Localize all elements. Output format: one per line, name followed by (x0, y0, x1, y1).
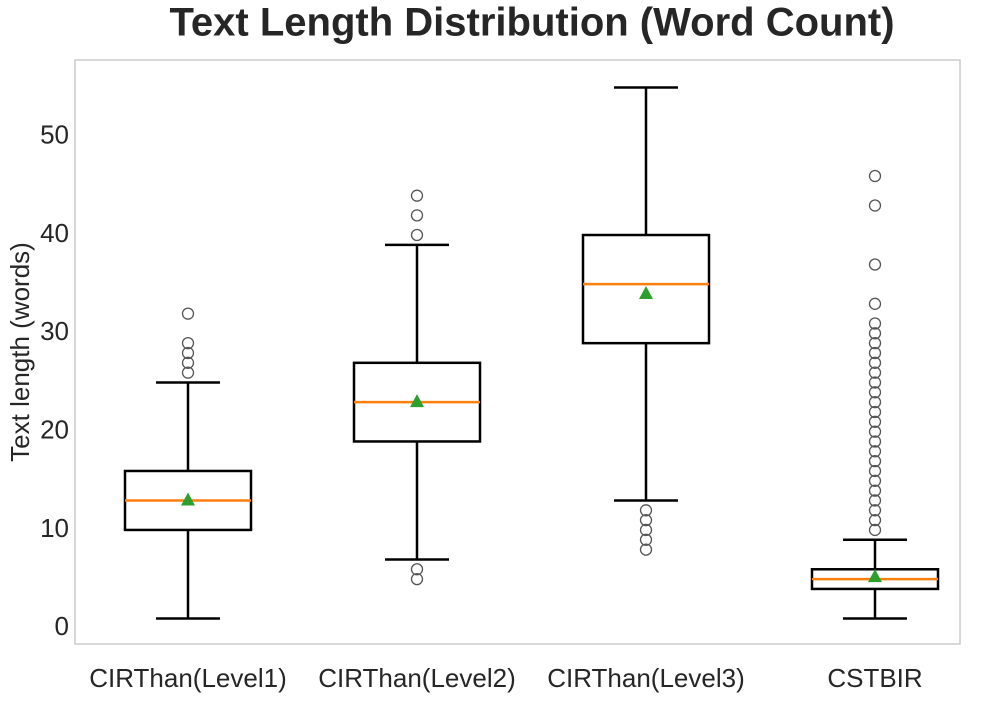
x-tick-label: CIRThan(Level2) (318, 663, 516, 693)
flier (410, 209, 424, 222)
y-tick-label: 30 (40, 316, 69, 346)
flier (639, 504, 653, 517)
flier (868, 445, 882, 458)
flier (868, 415, 882, 428)
flier (181, 307, 195, 320)
flier (868, 484, 882, 497)
flier (181, 346, 195, 360)
y-axis-label: Text length (words) (5, 242, 35, 462)
x-tick-label: CIRThan(Level3) (547, 663, 745, 693)
plot-frame (74, 59, 961, 645)
y-tick-label: 20 (40, 415, 69, 445)
mean-marker (181, 492, 195, 506)
flier (868, 297, 882, 310)
flier (868, 386, 882, 399)
flier (181, 337, 195, 350)
flier (868, 435, 882, 448)
mean-marker (868, 569, 882, 583)
flier (868, 356, 882, 369)
flier (410, 563, 424, 576)
y-tick-label: 10 (40, 513, 69, 543)
flier (868, 405, 882, 419)
flier (868, 454, 882, 468)
y-tick-label: 0 (55, 611, 69, 641)
flier (868, 258, 882, 271)
mean-marker (639, 286, 653, 300)
flier (868, 494, 882, 507)
flier (868, 376, 882, 389)
flier (868, 317, 882, 330)
flier (181, 366, 195, 379)
flier (410, 572, 424, 586)
flier (868, 395, 882, 409)
flier (410, 189, 424, 202)
flier (639, 543, 653, 556)
flier (181, 356, 195, 369)
flier (868, 513, 882, 527)
flier (868, 199, 882, 212)
flier (868, 474, 882, 487)
flier (868, 523, 882, 537)
flier (868, 425, 882, 438)
y-tick-label: 50 (40, 120, 69, 150)
flier (410, 228, 424, 242)
flier (868, 169, 882, 183)
flier (639, 513, 653, 527)
x-tick-label: CSTBIR (827, 663, 922, 693)
flier (868, 464, 882, 478)
x-tick-label: CIRThan(Level1) (89, 663, 287, 693)
flier (868, 504, 882, 517)
flier (868, 337, 882, 350)
flier (639, 533, 653, 546)
flier (868, 327, 882, 340)
y-tick-label: 40 (40, 218, 69, 248)
mean-marker (410, 394, 424, 408)
chart-title: Text Length Distribution (Word Count) (169, 1, 894, 45)
flier (868, 346, 882, 360)
flier (639, 523, 653, 537)
box (581, 233, 711, 345)
flier (868, 366, 882, 379)
